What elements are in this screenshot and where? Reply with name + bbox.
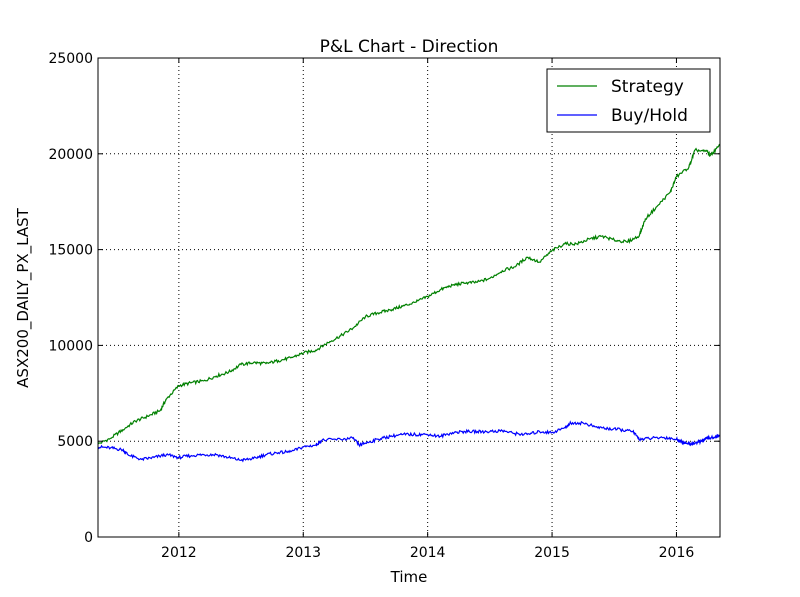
y-tick-label: 0	[84, 530, 93, 546]
legend-box	[546, 68, 711, 133]
y-tick-label: 10000	[48, 338, 93, 354]
y-tick-label: 15000	[48, 243, 93, 259]
series-layer	[97, 143, 721, 463]
y-tick-label: 5000	[57, 434, 93, 450]
y-tick-label: 20000	[48, 147, 93, 163]
x-axis-label: Time	[390, 568, 428, 586]
x-tick-label: 2015	[534, 545, 570, 561]
legend: Strategy Buy/Hold	[546, 68, 711, 133]
chart-title: P&L Chart - Direction	[320, 37, 499, 57]
x-tick-label: 2012	[161, 545, 197, 561]
legend-strategy-label: Strategy	[611, 77, 684, 97]
buy-hold-line	[97, 420, 721, 463]
x-tick-label: 2013	[285, 545, 321, 561]
y-axis-label: ASX200_DAILY_PX_LAST	[14, 207, 33, 387]
strategy-line	[97, 143, 721, 445]
legend-buy-hold-label: Buy/Hold	[611, 106, 688, 126]
y-tick-label: 25000	[48, 51, 93, 67]
x-tick-label: 2014	[410, 545, 446, 561]
plot-frame	[97, 57, 721, 538]
x-tick-label: 2016	[659, 545, 695, 561]
ticks: 2012 2013 2014 2015 2016 0 5000 10000 15000 20000…	[48, 51, 720, 561]
